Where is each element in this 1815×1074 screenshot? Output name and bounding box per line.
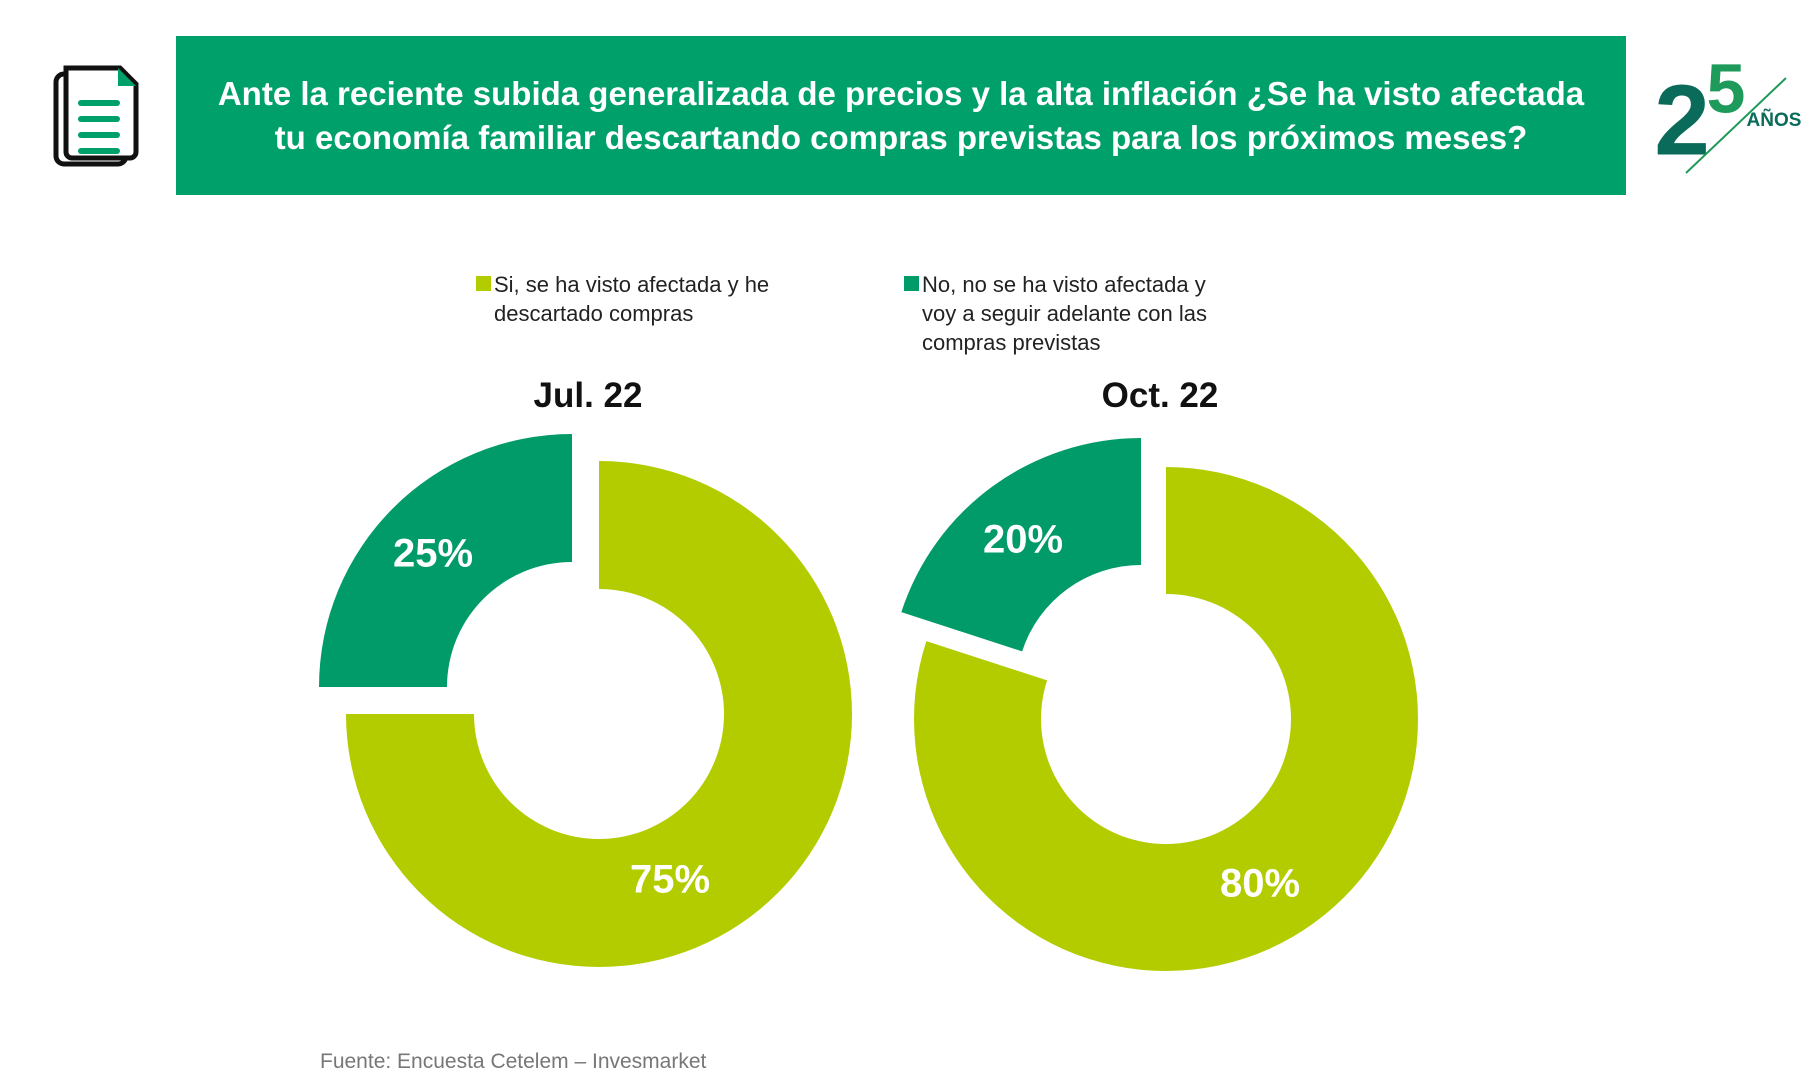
slice-label-0-1: 25% (393, 532, 473, 576)
donut-slice-0-0 (346, 461, 852, 967)
slice-label-1-0: 80% (1220, 862, 1300, 906)
svg-text:2: 2 (1654, 64, 1710, 174)
document-icon (52, 64, 142, 168)
donut-slice-1-1 (901, 438, 1141, 652)
source-note: Fuente: Encuesta Cetelem – Invesmarket (320, 1050, 707, 1073)
legend-item-no: No, no se ha visto afectada y voy a segu… (904, 270, 1244, 357)
chart-title-jul: Jul. 22 (533, 376, 643, 415)
slice-label-0-0: 75% (630, 858, 710, 902)
legend-swatch-no (904, 276, 919, 291)
legend-label-no: No, no se ha visto afectada y voy a segu… (922, 272, 1207, 355)
legend-label-yes: Si, se ha visto afectada y he descartado… (494, 272, 770, 326)
page-title: Ante la reciente subida generalizada de … (217, 74, 1585, 156)
legend-swatch-yes (476, 276, 491, 291)
title-banner: Ante la reciente subida generalizada de … (176, 36, 1626, 195)
donut-slice-0-1 (319, 434, 572, 687)
slice-label-1-1: 20% (983, 518, 1063, 562)
legend-item-yes: Si, se ha visto afectada y he descartado… (476, 270, 816, 328)
anniversary-logo: 2 5 AÑOS (1646, 49, 1806, 176)
donut-slice-1-0 (914, 467, 1418, 972)
svg-text:5: 5 (1707, 58, 1746, 127)
svg-text:AÑOS: AÑOS (1747, 109, 1802, 131)
chart-title-oct: Oct. 22 (1101, 376, 1219, 415)
